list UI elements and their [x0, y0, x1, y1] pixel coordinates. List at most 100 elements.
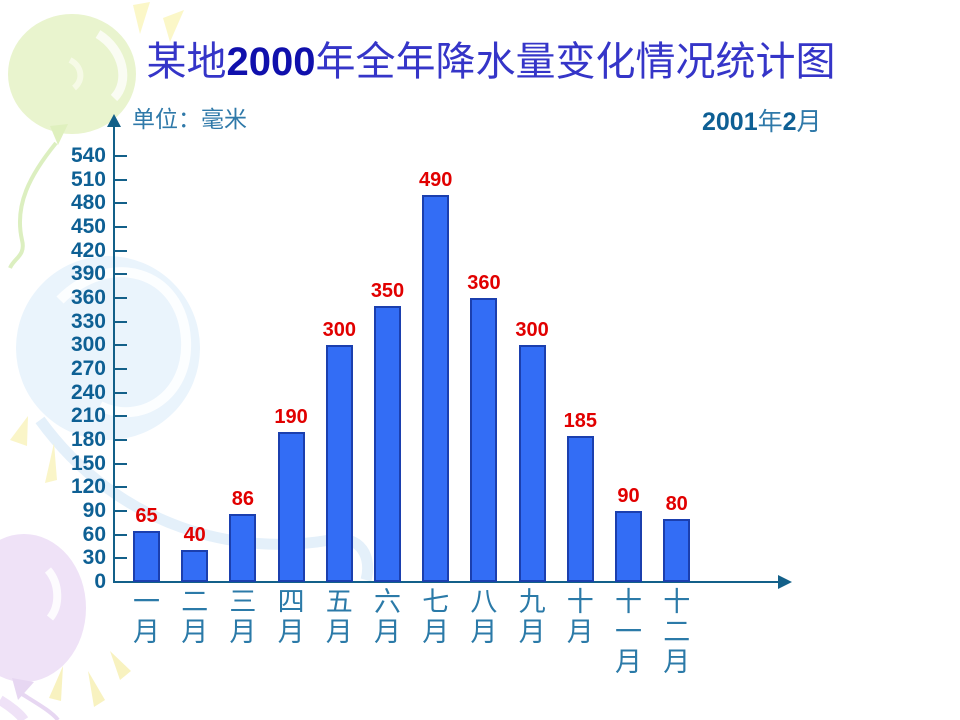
- y-axis-tick-label: 510: [70, 167, 106, 191]
- x-axis-label: 九月: [515, 588, 549, 648]
- y-axis-tick: [115, 202, 127, 205]
- y-axis-unit-label: 单位：毫米: [132, 107, 247, 133]
- date-year: 2001: [702, 108, 758, 136]
- x-axis-label-char: 月: [374, 617, 401, 648]
- y-axis-tick-label: 30: [82, 546, 106, 570]
- y-axis-tick-label: 450: [70, 215, 106, 238]
- bar-value-label: 300: [322, 319, 356, 342]
- bar: [374, 305, 401, 582]
- x-axis-arrow-icon: [778, 575, 792, 589]
- x-axis-label-char: 七: [422, 587, 450, 618]
- bar: [470, 298, 498, 582]
- x-axis-label: 三月: [226, 588, 260, 648]
- title-prefix: 某地: [146, 39, 227, 85]
- x-axis-label-char: 月: [422, 617, 450, 648]
- x-axis-label-char: 一: [615, 617, 642, 648]
- x-axis-label: 七月: [419, 588, 453, 648]
- bar: [422, 195, 450, 582]
- x-axis-label-char: 月: [470, 617, 498, 648]
- x-axis-label: 六月: [371, 588, 405, 648]
- bar-value-label: 185: [563, 410, 597, 433]
- y-axis-tick-label: 330: [70, 309, 106, 333]
- bar: [615, 511, 642, 582]
- bar-value-label: 360: [467, 272, 501, 294]
- x-axis-label: 四月: [274, 588, 308, 648]
- x-axis-label-char: 九: [518, 587, 546, 618]
- x-axis-label: 十二月: [660, 588, 694, 678]
- x-axis-label-char: 月: [229, 617, 257, 648]
- y-axis-tick: [115, 297, 127, 299]
- y-axis-tick: [115, 226, 127, 228]
- x-axis-label-char: 三: [229, 587, 257, 618]
- x-axis-label: 五月: [322, 588, 356, 648]
- sparkle-yellow-icon: [133, 2, 184, 42]
- x-axis-label-char: 月: [663, 647, 691, 678]
- x-axis-label-char: 四: [277, 587, 305, 618]
- y-axis-tick-label: 390: [70, 262, 106, 286]
- y-axis-tick-label: 360: [70, 286, 106, 309]
- y-axis-tick: [115, 415, 127, 418]
- x-axis-label-char: 十: [663, 587, 691, 618]
- y-axis-tick-label: 120: [70, 475, 106, 499]
- x-axis-label-char: 六: [374, 587, 401, 618]
- x-axis-label-char: 月: [277, 617, 305, 648]
- bar-value-label: 190: [274, 406, 308, 429]
- bar: [566, 436, 594, 582]
- y-axis-tick-label: 150: [70, 451, 106, 475]
- x-axis-label-char: 月: [518, 617, 546, 648]
- bar-value-label: 90: [617, 485, 640, 507]
- y-axis-tick-label: 240: [70, 380, 106, 404]
- bar-value-label: 86: [231, 488, 255, 511]
- y-axis-tick-label: 540: [70, 144, 106, 167]
- x-axis-line: [113, 581, 783, 583]
- x-axis-label-char: 月: [133, 617, 160, 648]
- x-axis-label-char: 月: [615, 647, 642, 678]
- x-axis-label-char: 十: [566, 587, 594, 618]
- title-suffix: 年全年降水量变化情况统计图: [315, 39, 836, 85]
- y-axis-tick: [115, 533, 127, 536]
- bar: [518, 345, 546, 582]
- date-stamp: 2001年2月: [702, 102, 822, 138]
- date-month: 2: [782, 108, 797, 136]
- x-axis-label-char: 月: [566, 617, 594, 648]
- y-axis-tick: [115, 462, 127, 465]
- y-axis-tick: [115, 273, 127, 276]
- y-axis-arrow-icon: [107, 114, 121, 127]
- bar-value-label: 350: [370, 279, 405, 302]
- y-axis-tick-label: 420: [70, 238, 106, 262]
- y-axis-tick-label: 180: [70, 428, 106, 451]
- x-axis-label: 十月: [563, 588, 597, 648]
- page-title: 某地2000年全年降水量变化情况统计图: [0, 38, 960, 86]
- x-axis-label-char: 月: [181, 617, 209, 648]
- x-axis-label-char: 八: [470, 587, 498, 618]
- x-axis-label-char: 二: [181, 587, 209, 618]
- y-axis-tick-label: 0: [94, 570, 106, 593]
- x-axis-label-char: 五: [325, 587, 353, 618]
- y-axis-tick: [115, 557, 127, 560]
- y-axis-tick: [115, 344, 127, 347]
- y-axis-tick: [115, 249, 127, 252]
- y-axis-tick-label: 480: [70, 191, 106, 215]
- bar-value-label: 300: [515, 319, 549, 342]
- x-axis-label-char: 一: [133, 587, 160, 618]
- x-axis-label: 二月: [178, 588, 212, 648]
- y-axis-tick: [115, 439, 127, 441]
- bar-value-label: 80: [665, 492, 688, 515]
- x-axis-label: 十一月: [612, 588, 646, 678]
- date-year-unit: 年: [757, 107, 783, 136]
- bar-value-label: 490: [419, 169, 453, 192]
- title-year: 2000: [226, 40, 316, 84]
- y-axis-tick-label: 90: [82, 499, 106, 522]
- y-axis-tick-label: 210: [70, 404, 106, 428]
- y-axis-tick: [115, 368, 127, 370]
- x-axis-label: 一月: [130, 588, 164, 648]
- y-axis-tick: [115, 486, 127, 489]
- bar-value-label: 40: [183, 524, 206, 547]
- bar: [181, 550, 209, 582]
- date-month-unit: 月: [796, 107, 822, 136]
- y-axis-tick: [115, 391, 127, 394]
- x-axis-label-char: 月: [325, 617, 353, 648]
- y-axis-tick: [115, 320, 127, 323]
- y-axis-tick: [115, 155, 127, 157]
